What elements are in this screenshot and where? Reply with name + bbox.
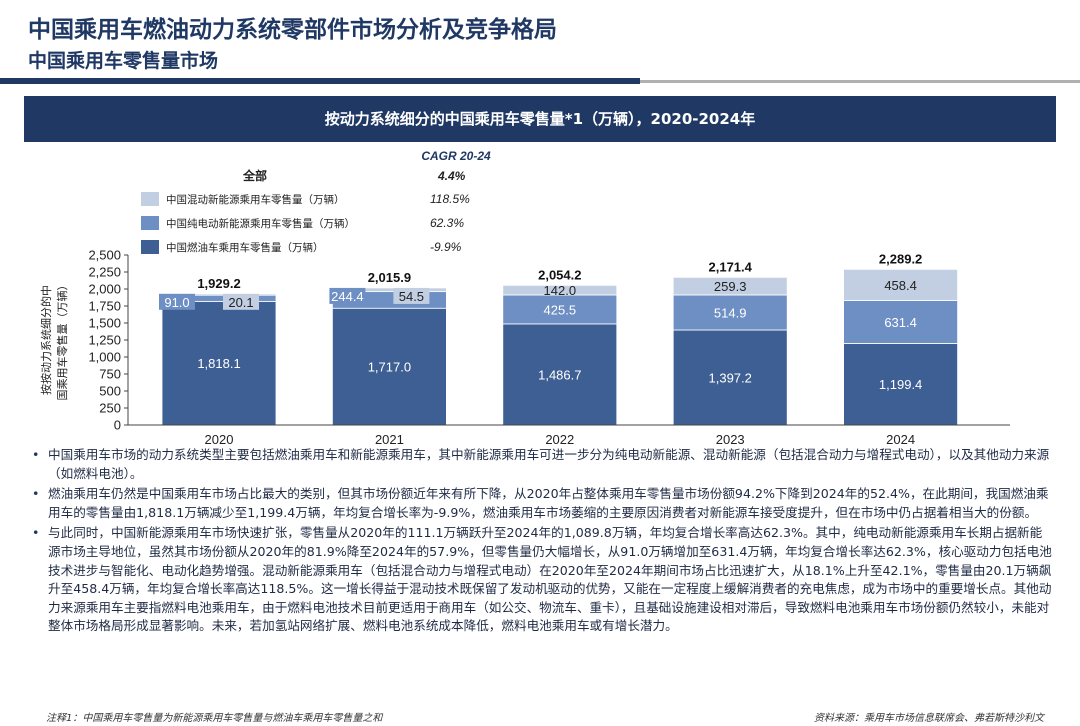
x-tick-label: 2020 <box>205 432 234 446</box>
bar-value-label: 425.5 <box>544 302 577 317</box>
title-rule-grey <box>640 80 1080 83</box>
bar-value-label: 259.3 <box>714 279 747 294</box>
bar-total-label: 2,015.9 <box>368 270 411 285</box>
bar-label-box <box>329 287 366 304</box>
page-subtitle: 中国乘用车零售量市场 <box>28 50 219 72</box>
y-tick-label: 1,000 <box>88 350 121 365</box>
y-axis-label: 按按动力系统细分的中 <box>39 285 53 395</box>
y-tick-label: 2,500 <box>88 248 121 263</box>
y-tick-label: 2,000 <box>88 282 121 297</box>
bar-value-label: 20.1 <box>228 295 253 310</box>
bar-total-label: 2,171.4 <box>709 259 753 274</box>
legend-series-name: 中国混动新能源乘用车零售量（万辆） <box>166 193 345 206</box>
bar-segment <box>843 300 958 344</box>
legend-series-name: 中国燃油车乘用车零售量（万辆） <box>166 241 324 254</box>
bar-value-label: 54.5 <box>399 289 424 304</box>
legend-total-label: 全部 <box>242 168 267 183</box>
bar-value-label: 1,199.4 <box>879 377 922 392</box>
bar-value-label: 1,717.0 <box>368 360 411 375</box>
x-tick-label: 2022 <box>545 432 574 446</box>
legend-series-cagr: 62.3% <box>430 216 464 230</box>
y-tick-label: 500 <box>99 384 121 399</box>
legend-cagr-header: CAGR 20-24 <box>421 149 491 163</box>
x-tick-label: 2023 <box>716 432 745 446</box>
y-tick-label: 1,250 <box>88 333 121 348</box>
chart-banner: 按动力系统细分的中国乘用车零售量*1（万辆），2020-2024年 <box>24 96 1056 142</box>
bar-value-label: 142.0 <box>544 283 577 298</box>
legend-series-cagr: -9.9% <box>430 240 462 254</box>
bar-total-label: 2,054.2 <box>538 267 581 282</box>
analysis-bullets: 中国乘用车市场的动力系统类型主要包括燃油乘用车和新能源乘用车，其中新能源乘用车可… <box>28 446 1052 638</box>
legend-series-name: 中国纯电动新能源乘用车零售量（万辆） <box>166 217 355 230</box>
bullet-item: 与此同时，中国新能源乘用车市场快速扩张，零售量从2020年的111.1万辆跃升至… <box>28 524 1052 636</box>
source-note: 资料来源：乘用车市场信息联席会、弗若斯特沙利文 <box>814 713 1044 724</box>
bar-segment <box>672 294 788 331</box>
bar-value-label: 458.4 <box>884 278 917 293</box>
y-tick-label: 0 <box>114 418 121 433</box>
bullet-item: 中国乘用车市场的动力系统类型主要包括燃油乘用车和新能源乘用车，其中新能源乘用车可… <box>28 446 1052 483</box>
y-axis: 0 250 500 750 1,000 1,250 1,500 1,750 2,000 2,250… <box>39 248 129 433</box>
bar-total-label: 2,289.2 <box>879 251 922 266</box>
y-axis-label: 国乘用车零售量（万辆） <box>55 280 69 401</box>
legend-swatch <box>141 240 159 254</box>
bar-segment <box>672 329 788 426</box>
bullet-item: 燃油乘用车仍然是中国乘用车市场占比最大的类别，但其市场份额近年来有所下降，从20… <box>28 485 1052 522</box>
bar-value-label: 631.4 <box>884 315 917 330</box>
bar-segment <box>331 307 447 426</box>
x-tick-label: 2024 <box>886 432 915 446</box>
bar-label-box <box>393 287 430 304</box>
bar-label-box <box>223 293 259 310</box>
y-tick-label: 1,500 <box>88 316 121 331</box>
bar-segment <box>843 343 958 426</box>
y-tick-label: 250 <box>99 401 121 416</box>
y-tick-label: 2,250 <box>88 265 121 280</box>
bar-value-label: 244.4 <box>331 289 364 304</box>
stacked-bar-chart: CAGR 20-24 全部 4.4% 中国混动新能源乘用车零售量（万辆） 118.5% 中… <box>39 149 1010 446</box>
bar-segment <box>672 276 788 296</box>
page-title: 中国乘用车燃油动力系统零部件市场分析及竞争格局 <box>28 17 557 43</box>
legend-swatch <box>141 192 159 206</box>
bar-value-label: 1,397.2 <box>709 370 752 385</box>
chart-legend: CAGR 20-24 全部 4.4% 中国混动新能源乘用车零售量（万辆） 118.5% 中… <box>141 149 491 254</box>
bar-segment <box>161 300 277 426</box>
bar-segment <box>843 268 958 301</box>
legend-series-cagr: 118.5% <box>430 192 470 206</box>
bar-value-label: 514.9 <box>714 305 747 320</box>
bar-total-label: 1,929.2 <box>197 276 240 291</box>
legend-swatch <box>141 216 159 230</box>
x-tick-label: 2021 <box>375 432 404 446</box>
footnote: 注释1：中国乘用车零售量为新能源乘用车零售量与燃油车乘用车零售量之和 <box>46 713 383 724</box>
bar-segment <box>502 294 618 325</box>
bar-label-box <box>159 293 195 310</box>
bar-segment <box>502 323 618 426</box>
chart-bars: 1,818.1 91.0 20.1 1,929.2 1,717.0 244.4 54.5 2,… <box>159 251 958 426</box>
bar-value-label: 1,486.7 <box>538 367 581 382</box>
bar-segment <box>502 284 618 296</box>
y-tick-label: 1,750 <box>88 299 121 314</box>
bar-value-label: 1,818.1 <box>197 356 240 371</box>
legend-total-cagr: 4.4% <box>437 169 466 183</box>
y-tick-label: 750 <box>99 367 121 382</box>
title-rule <box>0 78 640 84</box>
bar-value-label: 91.0 <box>164 295 189 310</box>
x-axis: 2020 2021 2022 2023 2024 <box>128 424 1010 446</box>
